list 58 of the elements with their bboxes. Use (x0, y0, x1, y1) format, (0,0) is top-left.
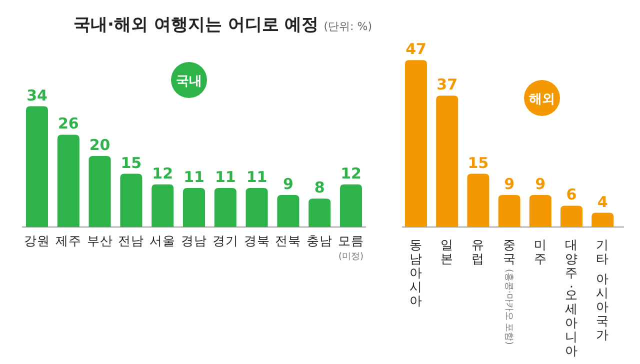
chart-title: 국내·해외 여행지는 어디로 예정 (74, 15, 319, 35)
data-label: 15 (468, 154, 489, 172)
bar (57, 134, 80, 227)
bar (560, 206, 582, 227)
bar (529, 195, 552, 227)
x-tick-label: 기타 아시아국가 (596, 237, 610, 342)
data-label: 11 (184, 168, 204, 186)
x-tick-label: 충남 (306, 233, 333, 248)
x-tick-label: 모름(미정) (338, 233, 364, 262)
bar (498, 195, 520, 227)
bar (405, 60, 427, 227)
category-label: 대양주·오세아니아 (565, 237, 578, 358)
x-tick-label: 경남 (181, 233, 207, 248)
data-label: 11 (214, 168, 236, 186)
data-label: 12 (340, 164, 362, 182)
data-label: 37 (436, 76, 458, 94)
bar (26, 106, 48, 227)
x-tick-label: 전북 (275, 233, 302, 248)
chart-subtitle: (단위: %) (324, 20, 372, 33)
x-tick-label: 미주 (534, 237, 547, 266)
x-tick-label: 강원 (24, 233, 50, 248)
data-label: 6 (566, 186, 577, 204)
data-label: 15 (120, 154, 142, 172)
x-tick-label: 유럽 (472, 237, 485, 266)
x-tick-label: 전남 (118, 233, 144, 248)
bar (340, 184, 362, 227)
bar (120, 174, 142, 227)
bar (88, 156, 111, 227)
data-label: 9 (504, 175, 515, 194)
data-label: 4 (597, 192, 608, 211)
bar (308, 198, 331, 227)
data-label: 20 (89, 136, 110, 154)
data-label: 34 (26, 86, 48, 104)
x-tick-label: 동남아시아 (410, 237, 422, 308)
data-label: 47 (406, 40, 426, 58)
bar (277, 195, 300, 227)
bar (183, 188, 205, 227)
bar (152, 184, 174, 227)
x-tick-label: 부산 (86, 233, 113, 248)
text: 국내 (176, 74, 202, 89)
x-tick-label: 제주 (55, 233, 82, 248)
x-tick-label: 경북 (244, 233, 270, 248)
data-label: 9 (535, 175, 546, 194)
x-tick-label: 중국(홍콩·마카오 포함) (502, 237, 516, 345)
bar (246, 188, 268, 227)
x-tick-label: 서울 (150, 233, 176, 248)
bar (467, 174, 490, 227)
data-label: 9 (282, 175, 294, 194)
data-label: 8 (314, 178, 325, 197)
data-label: 12 (152, 164, 174, 182)
data-label: 26 (58, 114, 79, 133)
annotation: 해외 (529, 92, 555, 107)
bar (592, 212, 614, 227)
bar (214, 188, 236, 227)
x-tick-label: 일본 (440, 237, 454, 266)
data-label: 11 (246, 168, 268, 186)
x-tick-label: 경기 (212, 233, 238, 248)
bar (436, 96, 458, 227)
